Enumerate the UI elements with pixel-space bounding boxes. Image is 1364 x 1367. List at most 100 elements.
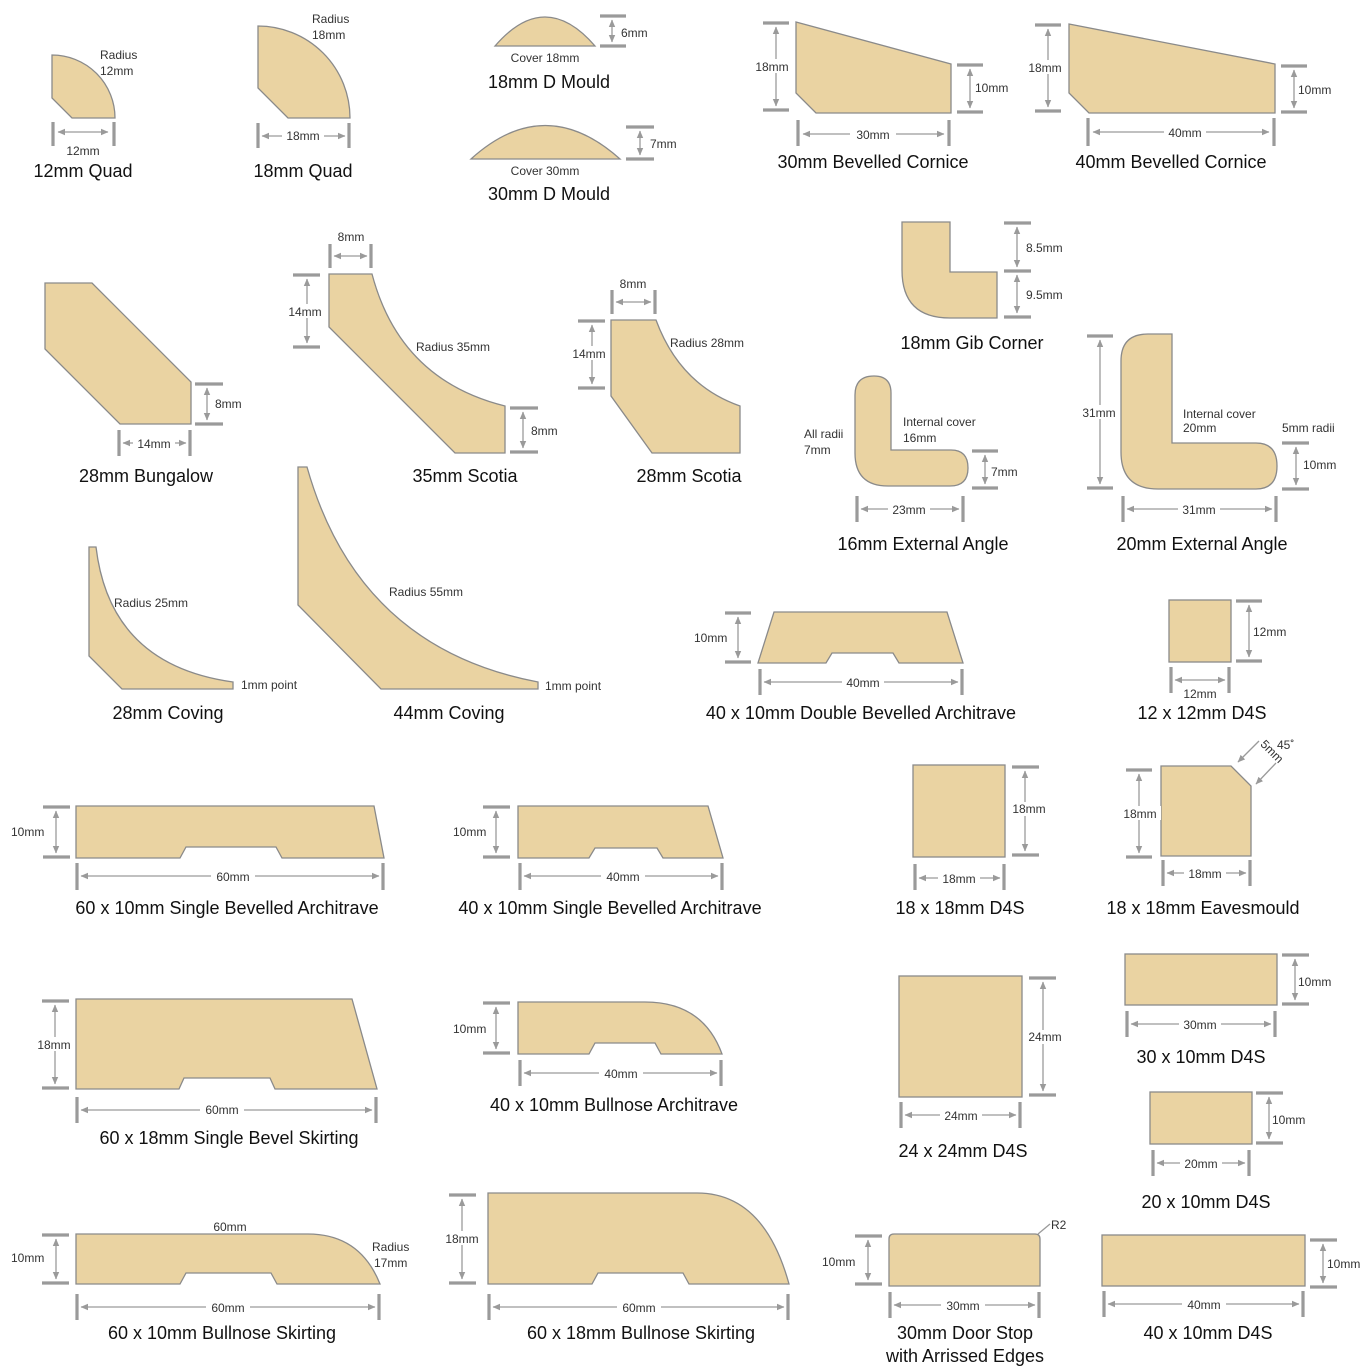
dim-label: 10mm <box>11 1251 44 1265</box>
profile-shape <box>888 1233 1041 1287</box>
dim-label: Radius 55mm <box>389 585 463 599</box>
profile-shape <box>610 319 741 454</box>
moulding-title: 30mm Door Stop <box>897 1323 1033 1343</box>
dim-label: 10mm <box>1303 458 1336 472</box>
moulding-title: 16mm External Angle <box>837 534 1008 554</box>
dim-label: 6mm <box>621 26 648 40</box>
dim-label: 40mm <box>1187 1298 1220 1312</box>
profile-shape <box>1068 23 1276 114</box>
moulding-28mm-coving: Radius 25mm 1mm point 28mm Coving <box>88 546 298 723</box>
profile-shape <box>88 546 234 690</box>
dim-label: 60mm <box>205 1103 238 1117</box>
dim-label: 16mm <box>903 431 936 445</box>
moulding-30mm-door-stop: R2 10mm 30mm 30mm Door Stop with Arrisse… <box>822 1218 1067 1366</box>
moulding-subtitle: with Arrissed Edges <box>885 1346 1044 1366</box>
profile-shape <box>487 1192 790 1285</box>
dim-label: 31mm <box>1082 406 1115 420</box>
moulding-title: 40 x 10mm Double Bevelled Architrave <box>706 703 1016 723</box>
moulding-title: 60 x 18mm Single Bevel Skirting <box>99 1128 358 1148</box>
moulding-60x18-bullnose-skirting: 18mm 60mm 60 x 18mm Bullnose Skirting <box>441 1192 790 1343</box>
profile-shape <box>898 975 1023 1098</box>
dim-label: 17mm <box>374 1256 407 1270</box>
moulding-title: 18mm Quad <box>253 161 352 181</box>
moulding-28mm-bungalow: 8mm 14mm 28mm Bungalow <box>44 282 242 486</box>
moulding-44mm-coving: Radius 55mm 1mm point 44mm Coving <box>297 466 602 723</box>
moulding-20x10-d4s: 10mm 20mm 20 x 10mm D4S <box>1141 1091 1305 1212</box>
dim-label: 7mm <box>991 465 1018 479</box>
dim-label: 23mm <box>892 503 925 517</box>
dim-label: 60mm <box>213 1220 246 1234</box>
dim-label: 40mm <box>604 1067 637 1081</box>
moulding-title: 28mm Coving <box>112 703 223 723</box>
dim-label: 10mm <box>453 825 486 839</box>
moulding-60x18-single-bevel-skirting: 18mm 60mm 60 x 18mm Single Bevel Skirtin… <box>33 998 378 1148</box>
moulding-title: 30mm D Mould <box>488 184 610 204</box>
profile-shape <box>517 805 724 859</box>
profile-shape <box>1124 953 1278 1006</box>
dim-label: Internal cover <box>903 415 976 429</box>
dim-label: 10mm <box>975 81 1008 95</box>
dim-label: 8mm <box>338 230 365 244</box>
profile-shape <box>469 124 622 160</box>
dim-label: Radius <box>312 12 349 26</box>
moulding-title: 20 x 10mm D4S <box>1141 1192 1270 1212</box>
moulding-30mm-bevelled-cornice: 18mm 10mm 30mm 30mm Bevelled Cornice <box>752 21 1008 172</box>
dim-label: Radius <box>372 1240 409 1254</box>
dim-label: 24mm <box>1028 1030 1061 1044</box>
dim-label: 7mm <box>804 443 831 457</box>
profile-shape <box>1101 1234 1306 1287</box>
moulding-12x12-d4s: 12mm 12mm 12 x 12mm D4S <box>1137 599 1286 723</box>
moulding-40x10-bullnose-architrave: 10mm 40mm 40 x 10mm Bullnose Architrave <box>453 1001 738 1115</box>
dim-label: 40mm <box>1168 126 1201 140</box>
dim-label: 30mm <box>1183 1018 1216 1032</box>
dim-label: 10mm <box>1298 975 1331 989</box>
dim-label: 8mm <box>215 397 242 411</box>
moulding-18mm-quad: Radius 18mm 18mm 18mm Quad <box>253 12 352 181</box>
profile-shape <box>854 375 969 487</box>
moulding-title: 60 x 10mm Bullnose Skirting <box>108 1323 336 1343</box>
dim-label: Radius <box>100 48 137 62</box>
dim-label: 1mm point <box>545 679 602 693</box>
moulding-title: 24 x 24mm D4S <box>898 1141 1027 1161</box>
dim-label: 24mm <box>944 1109 977 1123</box>
moulding-title: 40 x 10mm Bullnose Architrave <box>490 1095 738 1115</box>
dim-label: 30mm <box>946 1299 979 1313</box>
dim-label: 10mm <box>1327 1257 1360 1271</box>
profile-shape <box>75 805 385 859</box>
dim-label: Radius 35mm <box>416 340 490 354</box>
dim-label: 9.5mm <box>1026 288 1063 302</box>
profile-shape <box>51 54 116 119</box>
moulding-35mm-scotia: 8mm 14mm Radius 35mm 8mm 35mm Scotia <box>284 230 558 486</box>
dim-label: 14mm <box>572 347 605 361</box>
dim-label: 8.5mm <box>1026 241 1063 255</box>
moulding-title: 28mm Bungalow <box>79 466 214 486</box>
dim-label: 10mm <box>453 1022 486 1036</box>
profile-shape <box>493 16 597 47</box>
dim-label: 18mm <box>1012 802 1045 816</box>
moulding-30x10-d4s: 10mm 30mm 30 x 10mm D4S <box>1124 953 1331 1067</box>
profile-shape <box>517 1001 723 1055</box>
dim-label: Cover 30mm <box>511 164 580 178</box>
profile-shape <box>757 611 964 664</box>
dim-label: 31mm <box>1182 503 1215 517</box>
profile-shape <box>901 221 998 319</box>
moulding-18mm-gib-corner: 8.5mm 9.5mm 18mm Gib Corner <box>900 221 1063 353</box>
moulding-60x10-bullnose-skirting: 60mm Radius 17mm 10mm 60mm 60 x 10mm Bul… <box>11 1220 409 1343</box>
dim-label: 12mm <box>100 64 133 78</box>
moulding-18x18-d4s: 18mm 18mm 18 x 18mm D4S <box>895 764 1050 918</box>
dim-label: Radius 28mm <box>670 336 744 350</box>
dim-label: 40mm <box>606 870 639 884</box>
profile-shape <box>257 25 351 119</box>
profile-shape <box>912 764 1006 858</box>
profile-shape <box>297 466 539 690</box>
dim-label: Internal cover <box>1183 407 1256 421</box>
moulding-title: 44mm Coving <box>393 703 504 723</box>
profile-shape <box>795 21 952 114</box>
dim-label: 10mm <box>11 825 44 839</box>
dim-label: 10mm <box>822 1255 855 1269</box>
dim-label: 12mm <box>1183 687 1216 701</box>
moulding-30mm-d-mould: 7mm Cover 30mm 30mm D Mould <box>469 124 677 204</box>
moulding-16mm-external-angle: All radii 7mm Internal cover 16mm 7mm 23… <box>804 375 1018 554</box>
dim-label: 30mm <box>856 128 889 142</box>
dim-label: 10mm <box>694 631 727 645</box>
